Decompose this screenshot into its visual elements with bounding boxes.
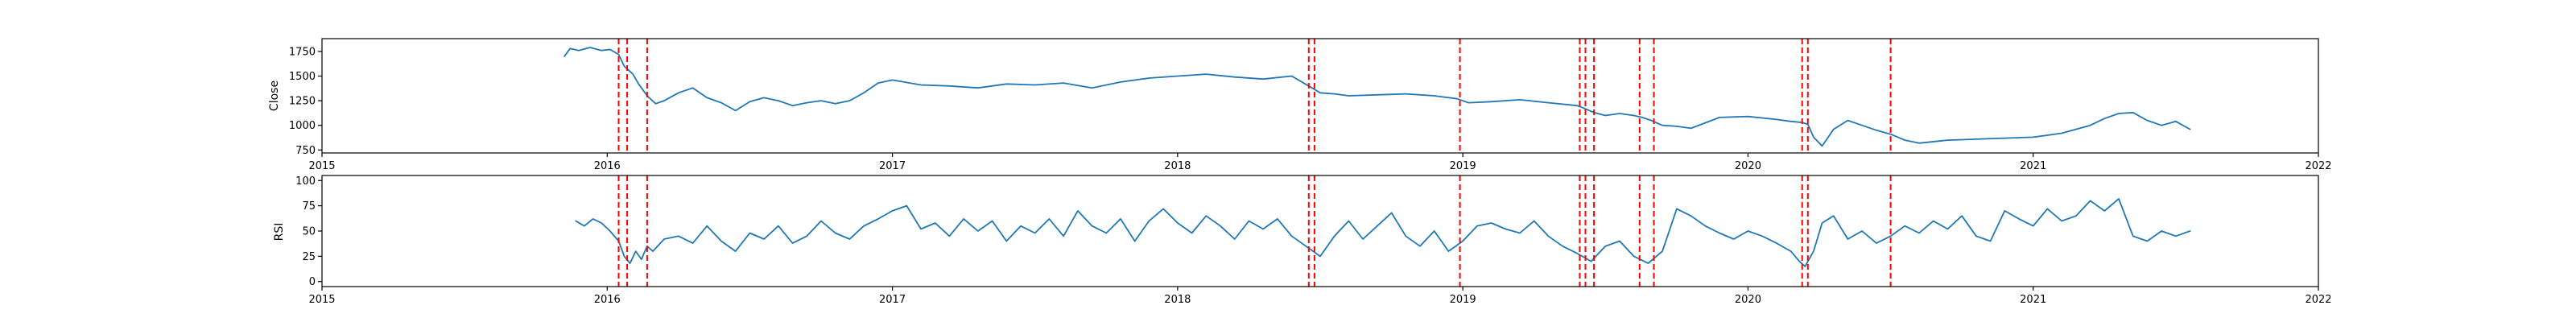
close-price-panel: Close 2015 2016 2017 2018 2019 2020 2021 2022 75… — [268, 38, 2332, 172]
rsi-x-tick-label-5: 2020 — [1735, 294, 1761, 306]
rsi-y-tick-label-0: 0 — [309, 276, 316, 288]
rsi-y-tick-label-1: 25 — [302, 251, 316, 263]
rsi-x-tick-label-6: 2021 — [2020, 294, 2046, 306]
close-marks: 2015 2016 2017 2018 2019 2020 2021 2022 750 1000 1… — [289, 38, 2332, 172]
close-x-tick-label-1: 2016 — [594, 160, 621, 172]
rsi-x-tick-label-0: 2015 — [308, 294, 335, 306]
close-x-tick-label-3: 2018 — [1164, 160, 1191, 172]
close-y-tick-label-3: 1500 — [289, 71, 316, 83]
close-y-tick-label-2: 1250 — [289, 96, 316, 108]
rsi-series-line-0 — [575, 198, 2191, 267]
rsi-y-tick-label-2: 50 — [302, 226, 316, 238]
close-x-tick-label-7: 2022 — [2305, 160, 2331, 172]
close-x-tick-label-4: 2019 — [1450, 160, 1476, 172]
rsi-x-tick-label-7: 2022 — [2305, 294, 2331, 306]
rsi-y-tick-label-4: 100 — [295, 175, 316, 188]
rsi-marks: 2015 2016 2017 2018 2019 2020 2021 2022 0 25 50 75 1… — [295, 175, 2332, 306]
close-y-axis-label: Close — [268, 80, 281, 111]
close-y-tick-label-0: 750 — [295, 145, 316, 157]
close-y-tick-label-1: 1000 — [289, 120, 316, 132]
close-x-tick-label-0: 2015 — [308, 160, 335, 172]
close-x-tick-label-5: 2020 — [1735, 160, 1761, 172]
rsi-y-tick-label-3: 75 — [302, 200, 316, 213]
close-x-tick-label-2: 2017 — [879, 160, 906, 172]
rsi-x-tick-label-4: 2019 — [1450, 294, 1476, 306]
close-y-tick-label-4: 1750 — [289, 46, 316, 58]
close-plot-frame — [321, 38, 2319, 154]
rsi-panel: RSI 2015 2016 2017 2018 2019 2020 2021 2022 0 25 5… — [273, 175, 2332, 306]
rsi-x-tick-label-2: 2017 — [879, 294, 906, 306]
rsi-x-tick-label-3: 2018 — [1164, 294, 1191, 306]
close-series-line-0 — [564, 47, 2191, 147]
close-x-tick-label-6: 2021 — [2020, 160, 2046, 172]
rsi-y-axis-label: RSI — [273, 223, 286, 242]
rsi-x-tick-label-1: 2016 — [594, 294, 621, 306]
